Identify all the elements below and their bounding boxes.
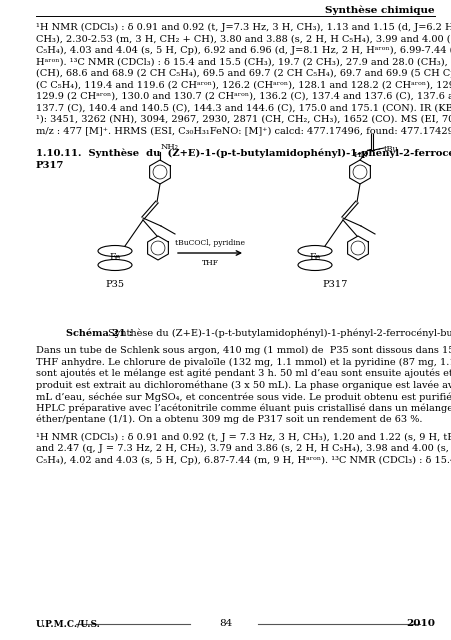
Text: sont ajoutés et le mélange est agité pendant 3 h. 50 ml d’eau sont ensuite ajout: sont ajoutés et le mélange est agité pen… [36, 369, 451, 378]
Text: THF anhydre. Le chlorure de pivaloïle (132 mg, 1.1 mmol) et la pyridine (87 mg, : THF anhydre. Le chlorure de pivaloïle (1… [36, 358, 451, 367]
Text: ¹H NMR (CDCl₃) : δ 0.91 and 0.92 (t, J=7.3 Hz, 3 H, CH₃), 1.13 and 1.15 (d, J=6.: ¹H NMR (CDCl₃) : δ 0.91 and 0.92 (t, J=7… [36, 23, 451, 32]
Text: ¹H NMR (CDCl₃) : δ 0.91 and 0.92 (t, J = 7.3 Hz, 3 H, CH₃), 1.20 and 1.22 (s, 9 : ¹H NMR (CDCl₃) : δ 0.91 and 0.92 (t, J =… [36, 433, 451, 442]
Text: CH₃), 2.30-2.53 (m, 3 H, CH₂ + CH), 3.80 and 3.88 (s, 2 H, H C₅H₄), 3.99 and 4.0: CH₃), 2.30-2.53 (m, 3 H, CH₂ + CH), 3.80… [36, 35, 451, 44]
Text: Hᵃʳᵒⁿ). ¹³C NMR (CDCl₃) : δ 15.4 and 15.5 (CH₃), 19.7 (2 CH₃), 27.9 and 28.0 (CH: Hᵃʳᵒⁿ). ¹³C NMR (CDCl₃) : δ 15.4 and 15.… [36, 58, 451, 67]
Text: THF: THF [201, 259, 218, 267]
Text: Synthèse chimique: Synthèse chimique [325, 6, 434, 15]
Text: P35: P35 [105, 280, 124, 289]
Text: 129.9 (2 CHᵃʳᵒⁿ), 130.0 and 130.7 (2 CHᵃʳᵒⁿ), 136.2 (C), 137.4 and 137.6 (C), 13: 129.9 (2 CHᵃʳᵒⁿ), 130.0 and 130.7 (2 CHᵃ… [36, 92, 451, 101]
Text: mL d’eau, séchée sur MgSO₄, et concentrée sous vide. Le produit obtenu est purif: mL d’eau, séchée sur MgSO₄, et concentré… [36, 392, 451, 401]
Text: Fe: Fe [109, 253, 120, 262]
Text: NH₂: NH₂ [161, 143, 179, 151]
Text: Fe: Fe [308, 253, 320, 262]
Text: 2010: 2010 [405, 620, 434, 628]
Text: ¹): 3451, 3262 (NH), 3094, 2967, 2930, 2871 (CH, CH₂, CH₃), 1652 (CO). MS (EI, 7: ¹): 3451, 3262 (NH), 3094, 2967, 2930, 2… [36, 115, 451, 124]
Text: Synthèse du (Z+E)-1-(p-t-butylamidophényl)-1-phényl-2-ferrocényl-but-1-ène: Synthèse du (Z+E)-1-(p-t-butylamidophény… [108, 328, 451, 338]
Text: P317: P317 [36, 161, 64, 170]
Text: (CH), 68.6 and 68.9 (2 CH C₅H₄), 69.5 and 69.7 (2 CH C₅H₄), 69.7 and 69.9 (5 CH : (CH), 68.6 and 68.9 (2 CH C₅H₄), 69.5 an… [36, 69, 451, 78]
Text: produit est extrait au dichlorométhane (3 x 50 mL). La phase organique est lavée: produit est extrait au dichlorométhane (… [36, 381, 451, 390]
Text: P317: P317 [322, 280, 347, 289]
Text: and 2.47 (q, J = 7.3 Hz, 2 H, CH₂), 3.79 and 3.86 (s, 2 H, H C₅H₄), 3.98 and 4.0: and 2.47 (q, J = 7.3 Hz, 2 H, CH₂), 3.79… [36, 444, 451, 453]
Text: 137.7 (C), 140.4 and 140.5 (C), 144.3 and 144.6 (C), 175.0 and 175.1 (CON). IR (: 137.7 (C), 140.4 and 140.5 (C), 144.3 an… [36, 104, 451, 113]
Text: U.P.M.C./U.S.: U.P.M.C./U.S. [36, 620, 101, 628]
Text: éther/pentane (1/1). On a obtenu 309 mg de P317 soit un rendement de 63 %.: éther/pentane (1/1). On a obtenu 309 mg … [36, 415, 422, 424]
Text: tBu: tBu [383, 145, 398, 153]
Text: C₅H₄), 4.03 and 4.04 (s, 5 H, Cp), 6.92 and 6.96 (d, J=8.1 Hz, 2 H, Hᵃʳᵒⁿ), 6.99: C₅H₄), 4.03 and 4.04 (s, 5 H, Cp), 6.92 … [36, 46, 451, 55]
Text: Schéma 21 :: Schéma 21 : [66, 328, 136, 337]
Text: C₅H₄), 4.02 and 4.03 (s, 5 H, Cp), 6.87-7.44 (m, 9 H, Hᵃʳᵒⁿ). ¹³C NMR (CDCl₃) : : C₅H₄), 4.02 and 4.03 (s, 5 H, Cp), 6.87-… [36, 456, 451, 465]
Text: HN: HN [353, 151, 368, 159]
Text: (C C₅H₄), 119.4 and 119.6 (2 CHᵃʳᵒⁿ), 126.2 (CHᵃʳᵒⁿ), 128.1 and 128.2 (2 CHᵃʳᵒⁿ): (C C₅H₄), 119.4 and 119.6 (2 CHᵃʳᵒⁿ), 12… [36, 81, 451, 90]
Text: Dans un tube de Schlenk sous argon, 410 mg (1 mmol) de  P35 sont dissous dans 15: Dans un tube de Schlenk sous argon, 410 … [36, 346, 451, 355]
Text: HPLC préparative avec l’acétonitrile comme éluant puis cristallisé dans un mélan: HPLC préparative avec l’acétonitrile com… [36, 403, 451, 413]
Text: tBuCOCl, pyridine: tBuCOCl, pyridine [175, 239, 244, 247]
Text: 1.10.11.  Synthèse  du  (Z+E)-1-(p-t-butylamidophényl)-1-phényl-2-ferrocényl-bu: 1.10.11. Synthèse du (Z+E)-1-(p-t-butyla… [36, 148, 451, 157]
Text: 84: 84 [219, 620, 232, 628]
Text: m/z : 477 [M]⁺. HRMS (ESI, C₃₀H₃₁FeNO: [M]⁺) calcd: 477.17496, found: 477.17429.: m/z : 477 [M]⁺. HRMS (ESI, C₃₀H₃₁FeNO: [… [36, 127, 451, 136]
